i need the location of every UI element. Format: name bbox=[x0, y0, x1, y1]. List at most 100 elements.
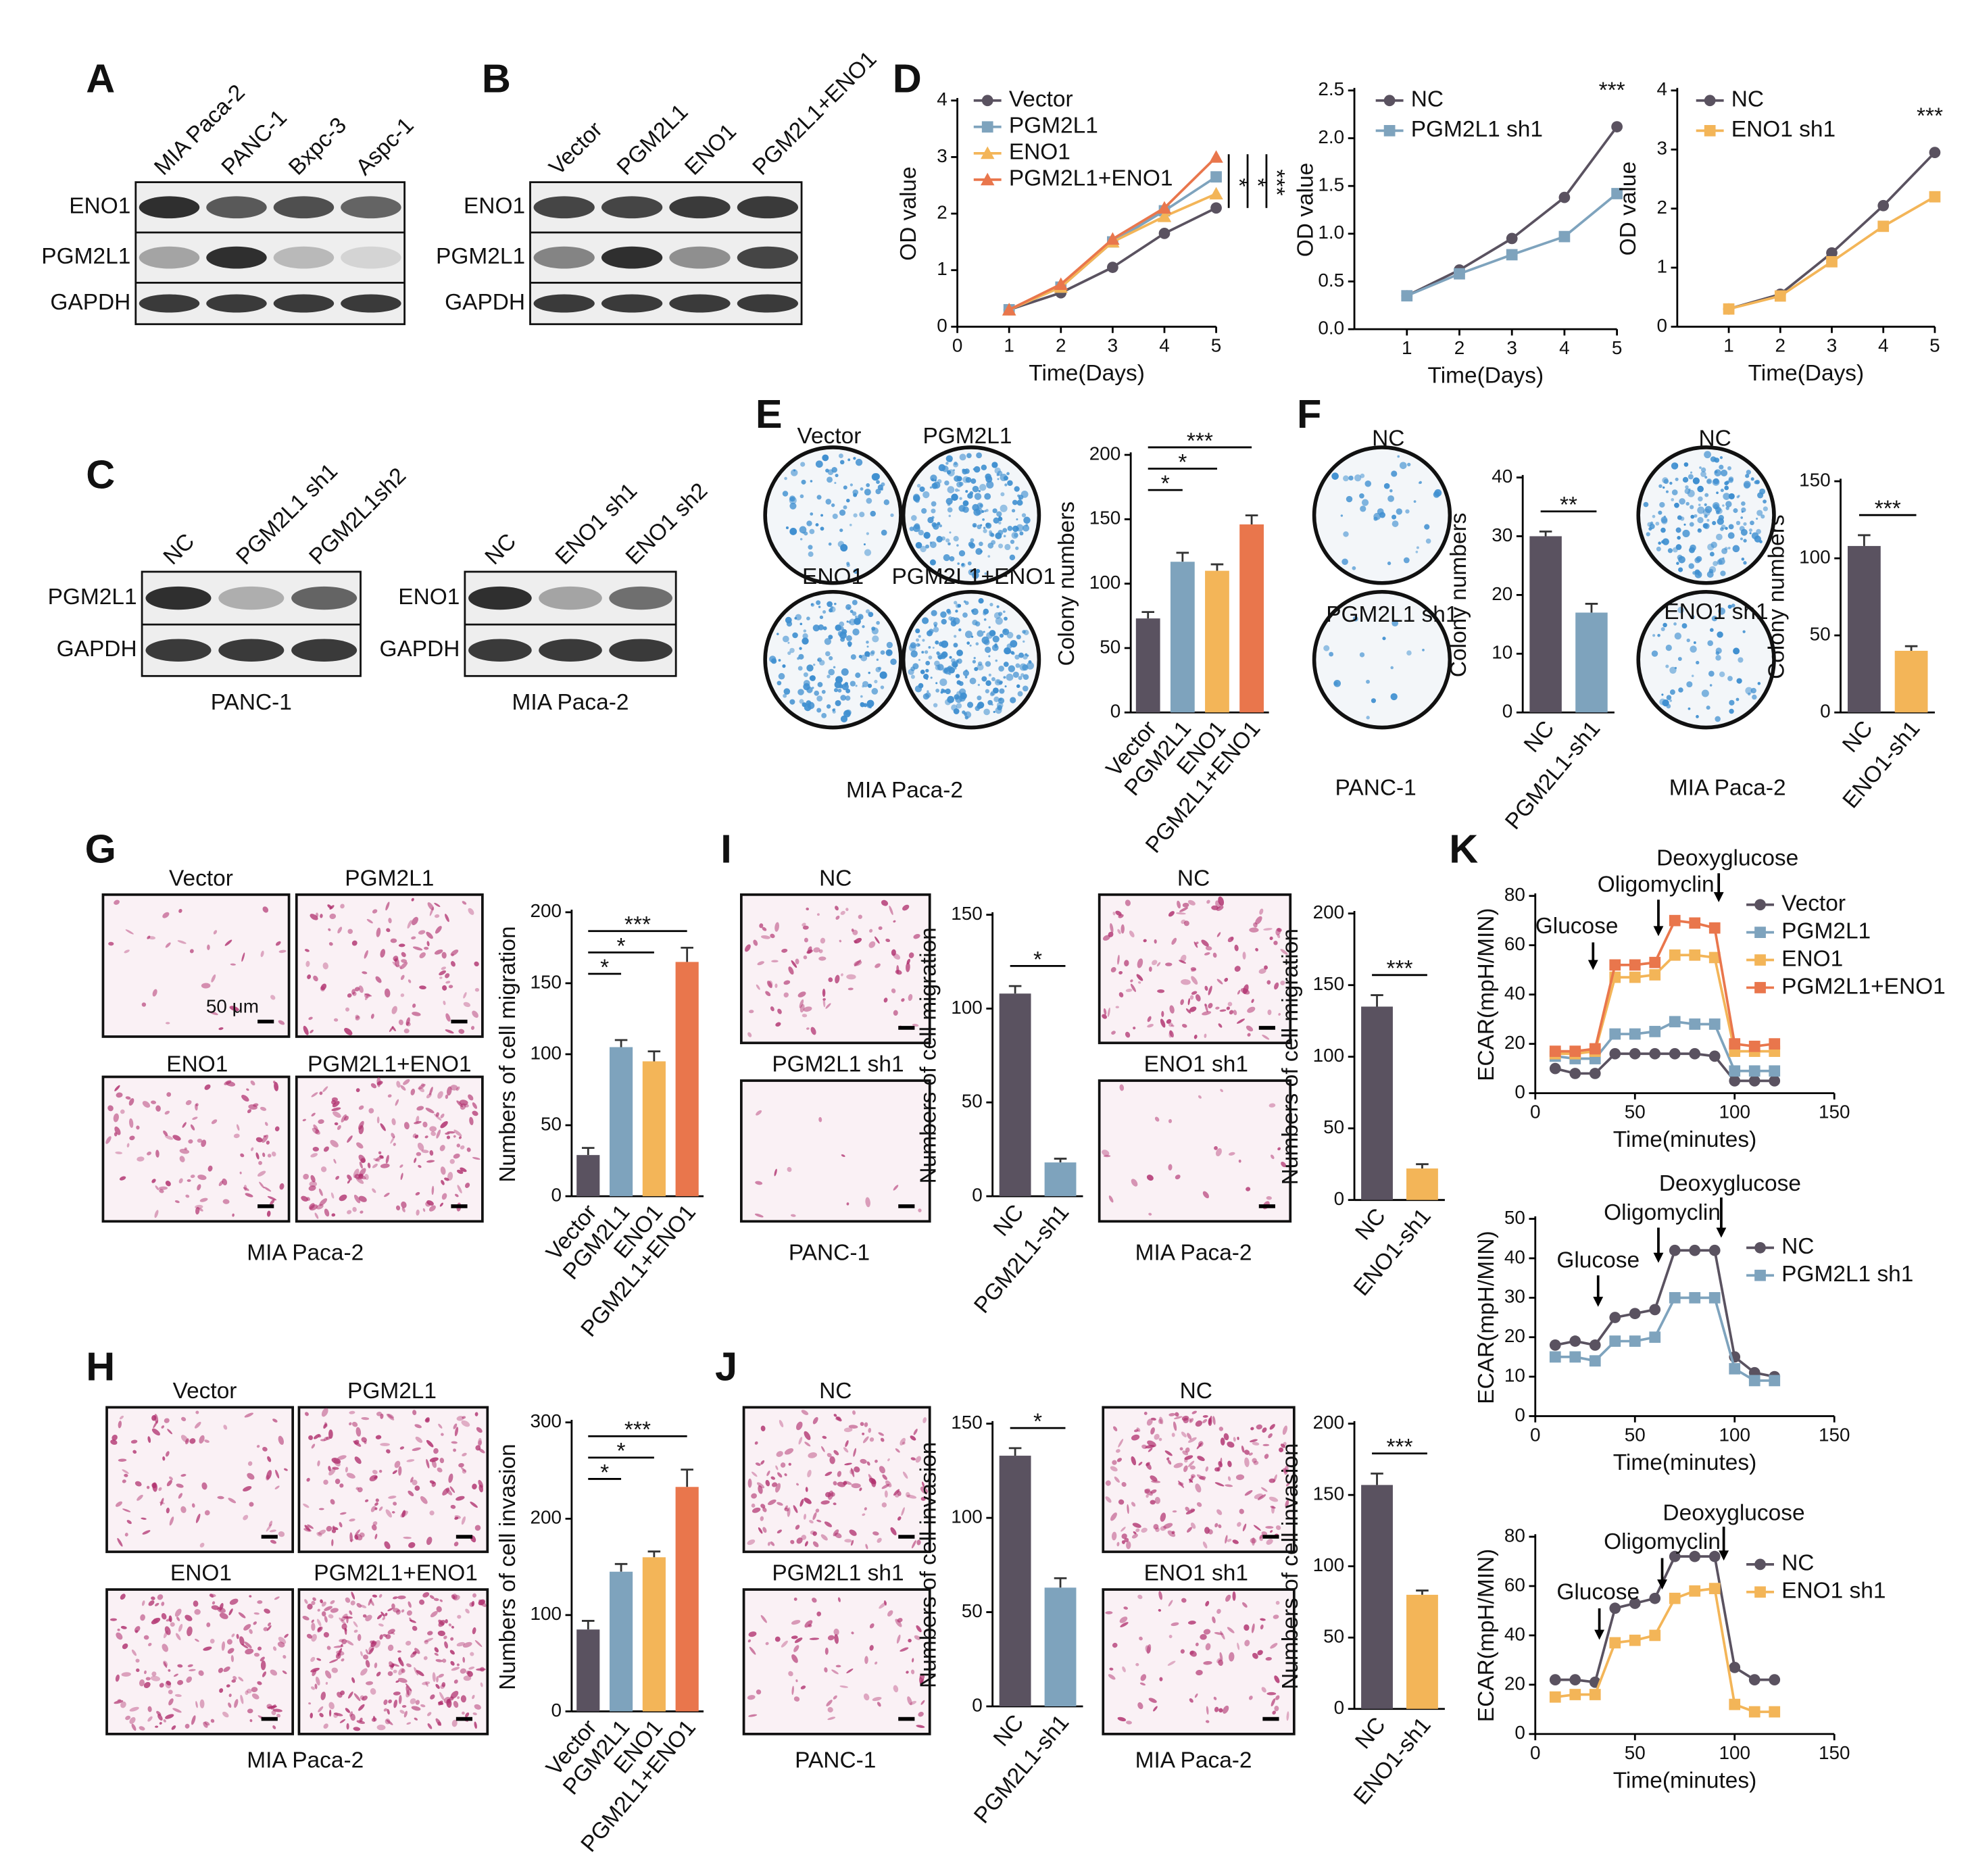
colony bbox=[1648, 527, 1652, 531]
cell bbox=[306, 1633, 312, 1639]
cell bbox=[401, 952, 406, 958]
cell bbox=[333, 1712, 343, 1717]
cell bbox=[387, 1671, 393, 1677]
cell bbox=[267, 1154, 272, 1158]
cell bbox=[323, 1723, 328, 1729]
cell bbox=[435, 926, 442, 934]
panel-letter: J bbox=[715, 1343, 737, 1389]
cell bbox=[885, 938, 891, 943]
cell bbox=[341, 1658, 345, 1662]
cell bbox=[405, 1017, 410, 1026]
marker bbox=[1106, 232, 1120, 245]
cell bbox=[236, 1633, 239, 1639]
bar bbox=[1361, 1006, 1393, 1200]
cell bbox=[1269, 1496, 1279, 1502]
cell bbox=[1121, 1540, 1125, 1544]
cell bbox=[179, 1148, 190, 1154]
cell bbox=[425, 1202, 430, 1207]
x-tick-label: 50 bbox=[1625, 1742, 1646, 1763]
colony bbox=[863, 703, 868, 708]
image-label: NC bbox=[1372, 426, 1404, 451]
arrow-head bbox=[1594, 1629, 1605, 1640]
cell bbox=[1216, 979, 1223, 985]
cell bbox=[1202, 1191, 1209, 1199]
panel-letter: F bbox=[1297, 391, 1321, 437]
cell bbox=[390, 938, 397, 943]
colony bbox=[1678, 687, 1683, 693]
cell bbox=[448, 1623, 452, 1627]
cell bbox=[304, 1599, 308, 1604]
colony bbox=[998, 697, 1005, 704]
cell bbox=[249, 1595, 252, 1598]
colony bbox=[914, 685, 922, 693]
cell bbox=[307, 1524, 314, 1529]
cell bbox=[749, 1646, 756, 1655]
cell bbox=[238, 1612, 246, 1619]
cell bbox=[276, 941, 281, 946]
cell bbox=[1204, 1004, 1208, 1007]
cell bbox=[1108, 1674, 1116, 1680]
cell bbox=[1168, 1635, 1173, 1639]
colony bbox=[1704, 476, 1708, 479]
colony bbox=[919, 486, 925, 492]
cell bbox=[872, 1531, 879, 1536]
cell bbox=[272, 1708, 282, 1712]
cell bbox=[308, 1702, 312, 1705]
cell bbox=[1266, 1692, 1277, 1696]
micrograph bbox=[1098, 1079, 1292, 1223]
cell bbox=[1146, 1175, 1154, 1181]
cell bbox=[392, 1470, 397, 1475]
cell bbox=[393, 1669, 397, 1673]
cell bbox=[351, 1421, 358, 1427]
cell bbox=[335, 1176, 339, 1180]
cell bbox=[781, 1640, 788, 1648]
cell bbox=[322, 962, 328, 970]
cell bbox=[302, 1616, 310, 1621]
cell bbox=[126, 1143, 130, 1147]
cell bbox=[1130, 979, 1133, 983]
cell bbox=[170, 1622, 175, 1627]
y-tick-label: 0 bbox=[972, 1184, 983, 1205]
image-label: NC bbox=[1698, 426, 1731, 451]
cell bbox=[922, 1417, 927, 1423]
cell bbox=[834, 1634, 839, 1644]
cell bbox=[804, 937, 808, 943]
marker bbox=[1689, 949, 1701, 961]
cell bbox=[1204, 952, 1210, 956]
marker bbox=[1708, 1018, 1721, 1030]
colony bbox=[995, 659, 998, 662]
cell bbox=[380, 949, 386, 958]
cell bbox=[758, 1485, 763, 1494]
colony-dish bbox=[901, 589, 1041, 730]
cell bbox=[884, 1490, 888, 1498]
colony bbox=[1690, 505, 1694, 510]
cell bbox=[456, 1100, 464, 1108]
cell bbox=[1191, 991, 1198, 995]
cell bbox=[174, 1694, 182, 1698]
cell bbox=[920, 1678, 925, 1685]
colony bbox=[1387, 561, 1392, 566]
colony bbox=[983, 631, 985, 633]
cell bbox=[1258, 968, 1266, 974]
cell bbox=[752, 1507, 761, 1513]
cell bbox=[319, 1091, 323, 1095]
image-caption: MIA Paca-2 bbox=[846, 778, 963, 803]
cell bbox=[1148, 1448, 1153, 1452]
cell bbox=[266, 1140, 270, 1145]
cell bbox=[1243, 1624, 1250, 1631]
colony bbox=[1745, 474, 1750, 478]
cell bbox=[1171, 937, 1177, 945]
colony bbox=[918, 635, 921, 638]
marker bbox=[1558, 230, 1571, 243]
marker bbox=[1549, 1674, 1561, 1685]
panel-letter: I bbox=[720, 826, 732, 871]
cell bbox=[854, 937, 862, 944]
cell bbox=[399, 1164, 403, 1168]
cell bbox=[303, 1025, 309, 1035]
colony bbox=[1690, 471, 1693, 474]
cell bbox=[434, 1647, 439, 1653]
cell bbox=[869, 1645, 874, 1651]
cell bbox=[906, 1671, 909, 1674]
cell bbox=[445, 914, 449, 922]
cell bbox=[1219, 1009, 1227, 1012]
